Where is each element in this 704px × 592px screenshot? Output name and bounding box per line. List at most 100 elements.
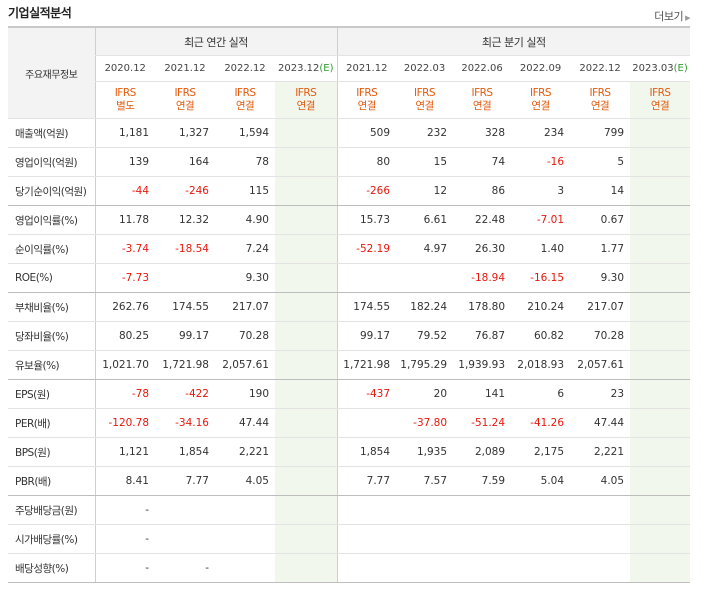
table-cell: 217.07 xyxy=(215,292,275,322)
table-cell: 232 xyxy=(396,118,454,148)
more-link[interactable]: 더보기 ▶ xyxy=(654,8,690,24)
table-cell: 47.44 xyxy=(570,408,631,438)
table-cell xyxy=(511,524,571,554)
table-cell: 2,089 xyxy=(453,437,512,467)
table-cell: -41.26 xyxy=(511,408,571,438)
table-cell: 4.05 xyxy=(570,466,631,496)
table-cell: - xyxy=(94,553,155,583)
table-cell: 0.67 xyxy=(570,205,631,235)
table-cell: 4.90 xyxy=(215,205,275,235)
accounting-standard-header: IFRS 연결 xyxy=(215,81,275,119)
consolidation-label: 연결 xyxy=(472,100,492,112)
table-cell xyxy=(336,495,397,525)
table-cell: 14 xyxy=(570,176,631,206)
table-cell xyxy=(630,495,691,525)
table-cell xyxy=(630,321,691,351)
table-cell: 79.52 xyxy=(396,321,454,351)
table-row: 매출액(억원) 1,181 1,327 1,594 509 232 328 234 799 xyxy=(8,118,691,148)
table-cell xyxy=(453,495,512,525)
table-row: 유보율(%) 1,021.70 1,721.98 2,057.61 1,721.98 1,… xyxy=(8,350,691,380)
table-cell: -34.16 xyxy=(155,408,215,438)
table-cell xyxy=(275,408,338,438)
table-cell: 70.28 xyxy=(570,321,631,351)
table-cell: -422 xyxy=(155,379,215,409)
consolidation-label: 별도 xyxy=(116,100,135,112)
chevron-right-icon: ▶ xyxy=(685,14,690,22)
standard-label: IFRS xyxy=(114,87,137,99)
table-cell: 1,854 xyxy=(155,437,215,467)
table-cell: 26.30 xyxy=(453,234,512,264)
standard-label: IFRS xyxy=(295,87,317,99)
period-label: 2021.12 xyxy=(164,63,206,74)
table-cell: - xyxy=(94,495,155,525)
consolidation-label: 연결 xyxy=(175,100,195,112)
row-label: 시가배당률(%) xyxy=(8,524,95,554)
group-quarter-header: 최근 분기 실적 xyxy=(336,26,691,56)
table-cell xyxy=(215,495,275,525)
table-cell: 70.28 xyxy=(215,321,275,351)
table-cell xyxy=(630,292,691,322)
table-cell: 1,935 xyxy=(396,437,454,467)
table-cell: 1,721.98 xyxy=(336,350,397,380)
period-header: 2022.03 xyxy=(396,55,454,82)
table-cell xyxy=(630,524,691,554)
table-cell: 4.97 xyxy=(396,234,454,264)
table-cell: 6 xyxy=(511,379,571,409)
consolidation-label: 연결 xyxy=(650,100,670,112)
table-cell: 1,939.93 xyxy=(453,350,512,380)
period-label: 2022.12 xyxy=(224,63,266,74)
table-cell: 2,057.61 xyxy=(215,350,275,380)
table-cell: 2,057.61 xyxy=(570,350,631,380)
table-cell: - xyxy=(94,524,155,554)
standard-label: IFRS xyxy=(471,87,493,99)
table-cell: 76.87 xyxy=(453,321,512,351)
row-label: 매출액(억원) xyxy=(8,118,95,148)
table-row: EPS(원) -78 -422 190 -437 20 141 6 23 xyxy=(8,379,691,409)
row-header: 주요재무정보 xyxy=(8,26,95,119)
row-label: 주당배당금(원) xyxy=(8,495,95,525)
more-label: 더보기 xyxy=(654,10,684,23)
period-label: 2021.12 xyxy=(346,63,388,74)
table-cell: 210.24 xyxy=(511,292,571,322)
table-cell xyxy=(275,466,338,496)
table-cell: 6.61 xyxy=(396,205,454,235)
table-cell: 99.17 xyxy=(336,321,397,351)
table-cell: -51.24 xyxy=(453,408,512,438)
table-cell: -16.15 xyxy=(511,263,571,293)
table-cell xyxy=(630,553,691,583)
consolidation-label: 연결 xyxy=(235,100,255,112)
table-cell: 2,221 xyxy=(215,437,275,467)
accounting-standard-header: IFRS 연결 xyxy=(453,81,512,119)
table-cell xyxy=(396,495,454,525)
table-row: 당기순이익(억원) -44 -246 115 -266 12 86 3 14 xyxy=(8,176,691,206)
table-cell xyxy=(336,553,397,583)
table-row: BPS(원) 1,121 1,854 2,221 1,854 1,935 2,089 2,17… xyxy=(8,437,691,467)
table-cell: 7.59 xyxy=(453,466,512,496)
table-cell xyxy=(511,553,571,583)
table-cell: 12 xyxy=(396,176,454,206)
row-label: BPS(원) xyxy=(8,437,95,467)
period-label: 2020.12 xyxy=(104,63,146,74)
accounting-standard-header: IFRS 연결 xyxy=(275,81,338,119)
table-cell: 2,018.93 xyxy=(511,350,571,380)
table-row: 배당성향(%) - - xyxy=(8,553,691,583)
table-cell: 1.77 xyxy=(570,234,631,264)
table-cell: 1,721.98 xyxy=(155,350,215,380)
table-cell xyxy=(275,147,338,177)
table-cell: -44 xyxy=(94,176,155,206)
table-cell xyxy=(275,234,338,264)
accounting-standard-header: IFRS 연결 xyxy=(630,81,691,119)
row-label: 영업이익률(%) xyxy=(8,205,95,235)
accounting-standard-header: IFRS 연결 xyxy=(570,81,631,119)
table-cell: 15.73 xyxy=(336,205,397,235)
table-cell xyxy=(275,350,338,380)
table-row: PER(배) -120.78 -34.16 47.44 -37.80 -51.24 -41.… xyxy=(8,408,691,438)
table-cell: 1,327 xyxy=(155,118,215,148)
accounting-standard-header: IFRS 별도 xyxy=(94,81,155,119)
accounting-standard-header: IFRS 연결 xyxy=(396,81,454,119)
table-cell: 4.05 xyxy=(215,466,275,496)
table-cell xyxy=(630,350,691,380)
row-label: PBR(배) xyxy=(8,466,95,496)
table-cell: 217.07 xyxy=(570,292,631,322)
